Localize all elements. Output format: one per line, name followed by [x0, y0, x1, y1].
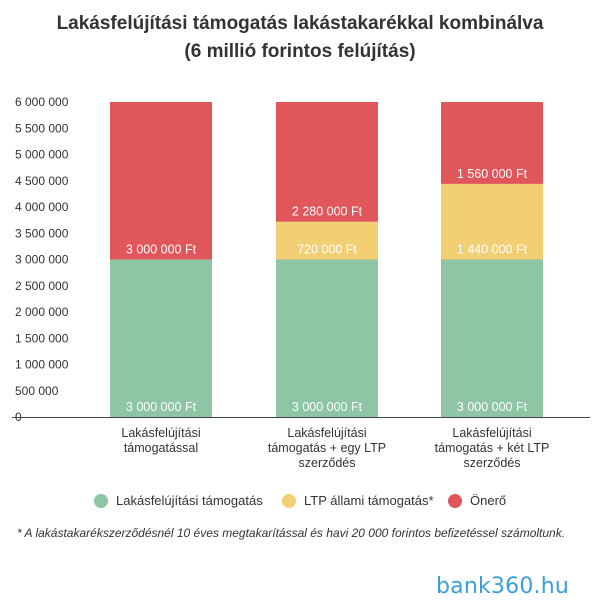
- bar-segment: [110, 259, 212, 417]
- data-label: 1 440 000 Ft: [457, 243, 528, 257]
- legend-swatch-ltp: [282, 493, 296, 508]
- y-tick-label: 4 000 000: [15, 200, 69, 214]
- bank360-logo[interactable]: bank360.hu: [436, 574, 570, 599]
- y-tick-label: 5 500 000: [15, 121, 69, 135]
- bar-segment: [441, 183, 543, 260]
- bar-segment: [276, 259, 378, 417]
- data-label: 3 000 000 Ft: [292, 400, 363, 414]
- y-tick-label: 1 500 000: [15, 331, 69, 345]
- footnote: * A lakástakarékszerződésnél 10 éves meg…: [17, 526, 566, 540]
- data-label: 1 560 000 Ft: [457, 167, 528, 181]
- data-label: 720 000 Ft: [297, 243, 357, 257]
- bar-segment: [276, 102, 378, 222]
- legend-label-ltp: LTP állami támogatás*: [304, 493, 434, 508]
- y-tick-label: 3 000 000: [15, 253, 69, 267]
- x-category-label: Lakásfelújítási támogatás + két LTP szerző…: [435, 426, 550, 470]
- x-category-label-line: Lakásfelújítási: [452, 426, 531, 440]
- bar-segment: [441, 102, 543, 184]
- y-tick-label: 6 000 000: [15, 95, 69, 109]
- x-category-label-line: támogatás + két LTP: [435, 441, 550, 455]
- bar-segment: [276, 221, 378, 260]
- data-label: 2 280 000 Ft: [292, 205, 363, 219]
- y-tick-label: 2 000 000: [15, 305, 69, 319]
- y-tick-label: 5 000 000: [15, 148, 69, 162]
- legend-item-onero: Önerő: [448, 493, 506, 508]
- legend-swatch-lakasfelujitasi: [94, 493, 108, 508]
- legend-swatch-onero: [448, 493, 462, 508]
- y-tick-label: 500 000: [15, 384, 59, 398]
- chart-legend: Lakásfelújítási támogatás LTP állami tám…: [0, 493, 600, 515]
- y-tick-label: 1 000 000: [15, 358, 69, 372]
- x-category-label-line: Lakásfelújítási: [287, 426, 366, 440]
- legend-item-lakasfelujitasi: Lakásfelújítási támogatás: [94, 493, 263, 508]
- bar-segment: [441, 259, 543, 417]
- x-category-label-line: támogatás + egy LTP: [268, 441, 386, 455]
- chart-title-line2: (6 millió forintos felújítás): [184, 41, 416, 62]
- x-category-label-line: Lakásfelújítási: [121, 426, 200, 440]
- legend-label-lakasfelujitasi: Lakásfelújítási támogatás: [116, 493, 263, 508]
- x-category-label: Lakásfelújítási támogatás + egy LTP szerző…: [268, 426, 386, 470]
- bar-segment: [110, 102, 212, 260]
- chart-title-line1: Lakásfelújítási támogatás lakástakarékka…: [56, 13, 544, 34]
- x-category-label-line: támogatással: [124, 441, 198, 455]
- legend-item-ltp: LTP állami támogatás*: [282, 493, 434, 508]
- x-category-label-line: szerződés: [299, 456, 356, 470]
- legend-label-onero: Önerő: [470, 493, 507, 508]
- x-category-label: Lakásfelújítási támogatással: [121, 426, 200, 455]
- chart-title: Lakásfelújítási támogatás lakástakarékka…: [0, 10, 600, 66]
- data-label: 3 000 000 Ft: [126, 400, 197, 414]
- y-tick-label: 4 500 000: [15, 174, 69, 188]
- y-tick-label: 3 500 000: [15, 226, 69, 240]
- x-category-label-line: szerződés: [464, 456, 521, 470]
- data-label: 3 000 000 Ft: [457, 400, 528, 414]
- y-tick-label: 2 500 000: [15, 279, 69, 293]
- data-label: 3 000 000 Ft: [126, 243, 197, 257]
